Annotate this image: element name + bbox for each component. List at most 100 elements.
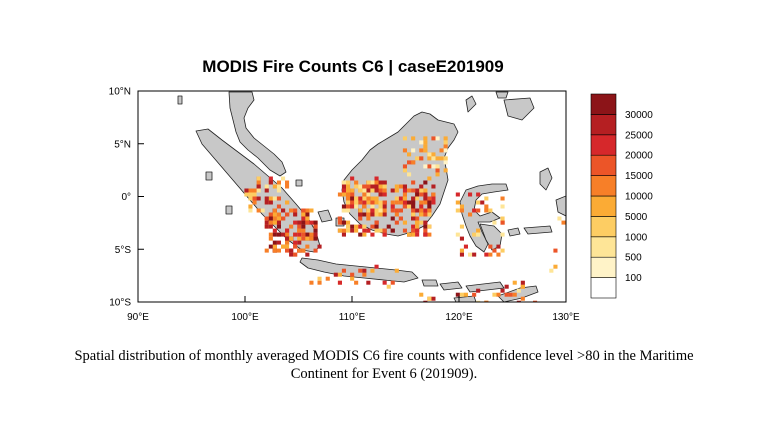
- fire-count-cell: [419, 188, 424, 193]
- fire-count-cell: [411, 136, 416, 141]
- fire-count-cell: [370, 212, 375, 217]
- fire-count-cell: [341, 204, 346, 209]
- fire-count-cell: [419, 184, 424, 189]
- fire-count-cell: [289, 248, 294, 253]
- fire-count-cell: [533, 300, 538, 302]
- fire-count-cell: [415, 232, 420, 237]
- colorbar-swatch: [590, 216, 617, 238]
- fire-count-cell: [362, 200, 367, 205]
- fire-count-cell: [374, 180, 379, 185]
- fire-count-cell: [281, 244, 286, 249]
- fire-count-cell: [276, 216, 281, 221]
- fire-count-cell: [394, 196, 399, 201]
- fire-count-cell: [439, 156, 444, 161]
- fire-count-cell: [362, 192, 367, 197]
- fire-count-cell: [516, 288, 521, 293]
- fire-count-cell: [423, 228, 428, 233]
- fire-count-cell: [285, 200, 290, 205]
- fire-count-cell: [362, 188, 367, 193]
- fire-count-cell: [285, 236, 290, 241]
- fire-count-cell: [313, 224, 318, 229]
- fire-count-cell: [431, 296, 436, 301]
- landmass-bali-lombok: [421, 279, 439, 287]
- fire-count-cell: [378, 204, 383, 209]
- landmass-mentawai: [225, 205, 233, 215]
- fire-count-cell: [313, 228, 318, 233]
- fire-count-cell: [382, 212, 387, 217]
- fire-count-cell: [512, 292, 517, 297]
- fire-count-cell: [472, 252, 477, 257]
- fire-count-cell: [346, 188, 351, 193]
- fire-count-cell: [415, 216, 420, 221]
- fire-count-cell: [484, 204, 489, 209]
- fire-count-cell: [272, 228, 277, 233]
- landmass-malay-peninsula: [228, 91, 287, 177]
- fire-count-cell: [459, 224, 464, 229]
- lat-tick-label: 10°N: [109, 87, 131, 98]
- fire-count-cell: [472, 292, 477, 297]
- landmass-mindanao: [503, 97, 535, 121]
- fire-count-cell: [256, 196, 261, 201]
- fire-count-cell: [358, 232, 363, 237]
- fire-count-cell: [484, 208, 489, 213]
- fire-count-cell: [419, 204, 424, 209]
- fire-count-cell: [382, 280, 387, 285]
- fire-count-cell: [427, 204, 432, 209]
- fire-count-cell: [301, 216, 306, 221]
- fire-count-cell: [378, 188, 383, 193]
- fire-count-cell: [402, 164, 407, 169]
- map-axes: 90°E 100°E 110°E 120°E 130°E 10°N 5°N 0° 5°S 10°S: [109, 87, 580, 324]
- fire-count-cell: [459, 236, 464, 241]
- fire-count-cell: [463, 244, 468, 249]
- colorbar-label: 500: [625, 253, 642, 264]
- fire-count-cell: [337, 192, 342, 197]
- fire-count-cell: [272, 212, 277, 217]
- fire-count-cell: [378, 228, 383, 233]
- fire-count-cell: [374, 208, 379, 213]
- fire-count-cell: [423, 208, 428, 213]
- landmass-flores: [465, 281, 505, 293]
- fire-count-cell: [500, 288, 505, 293]
- fire-count-cell: [358, 200, 363, 205]
- fire-count-cell: [350, 272, 355, 277]
- fire-count-cell: [358, 196, 363, 201]
- fire-count-cell: [293, 220, 298, 225]
- fire-count-cell: [341, 232, 346, 237]
- lat-tick-label: 10°S: [109, 298, 131, 309]
- fire-count-cell: [443, 140, 448, 145]
- fire-count-cell: [443, 160, 448, 165]
- fire-count-cell: [374, 200, 379, 205]
- fire-count-cell: [272, 216, 277, 221]
- fire-count-cell: [370, 268, 375, 273]
- fire-count-cell: [252, 188, 257, 193]
- fire-count-cell: [423, 224, 428, 229]
- fire-count-cell: [374, 228, 379, 233]
- fire-count-cell: [301, 220, 306, 225]
- fire-count-cell: [492, 292, 497, 297]
- fire-count-cell: [374, 212, 379, 217]
- fire-count-cell: [256, 176, 261, 181]
- colorbar-swatch: [590, 195, 617, 217]
- fire-count-cell: [305, 252, 310, 257]
- fire-count-cell: [382, 232, 387, 237]
- fire-count-cell: [427, 156, 432, 161]
- fire-count-cell: [402, 168, 407, 173]
- fire-count-cell: [341, 268, 346, 273]
- fire-count-cell: [289, 252, 294, 257]
- fire-count-cell: [443, 148, 448, 153]
- fire-count-cell: [382, 184, 387, 189]
- fire-count-cell: [427, 232, 432, 237]
- fire-count-cell: [260, 208, 265, 213]
- fire-count-cell: [402, 136, 407, 141]
- fire-count-cell: [427, 176, 432, 181]
- fire-count-cell: [386, 284, 391, 289]
- fire-count-cell: [407, 232, 412, 237]
- fire-count-cell: [415, 224, 420, 229]
- fire-count-cell: [402, 200, 407, 205]
- fire-count-cell: [341, 192, 346, 197]
- fire-count-cell: [268, 212, 273, 217]
- fire-count-cell: [435, 136, 440, 141]
- fire-count-cell: [370, 184, 375, 189]
- fire-count-cell: [476, 228, 481, 233]
- fire-count-cell: [435, 172, 440, 177]
